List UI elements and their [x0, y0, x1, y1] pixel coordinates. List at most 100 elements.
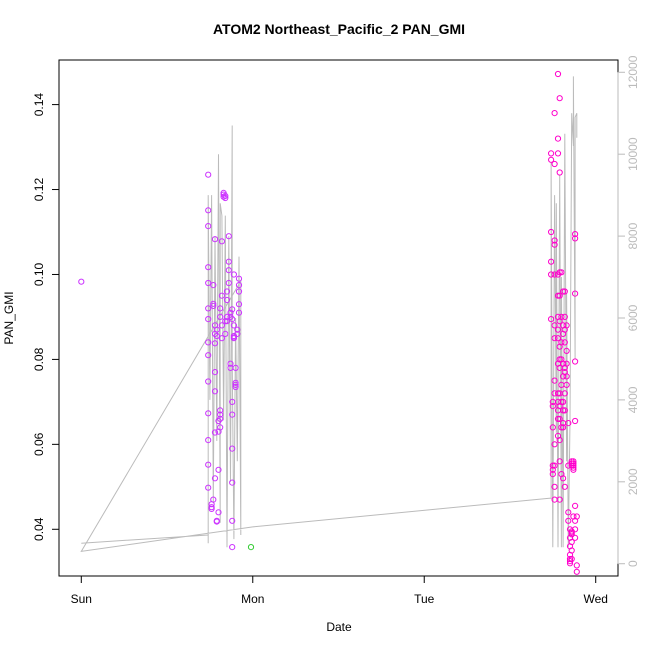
- y2-tick-label: 12000: [626, 55, 640, 89]
- data-point: [232, 381, 239, 388]
- data-point: [205, 339, 212, 346]
- data-point: [213, 326, 220, 333]
- data-point: [566, 555, 574, 563]
- data-point: [561, 288, 568, 295]
- data-point: [211, 388, 219, 395]
- y2-tick-label: 4000: [626, 386, 640, 413]
- data-point: [205, 437, 212, 444]
- data-point: [551, 483, 558, 490]
- data-point: [558, 313, 565, 320]
- data-point: [211, 236, 219, 243]
- data-point: [556, 169, 563, 176]
- data-point: [554, 292, 562, 299]
- x-tick-label: Tue: [414, 592, 435, 606]
- data-point: [551, 160, 558, 168]
- data-point: [225, 267, 232, 274]
- data-point: [229, 445, 236, 452]
- data-point: [218, 322, 225, 329]
- data-point: [572, 358, 579, 365]
- chart-title: ATOM2 Northeast_Pacific_2 PAN_GMI: [213, 21, 465, 37]
- data-point: [225, 279, 232, 287]
- x-axis-label: Date: [326, 620, 352, 634]
- data-point: [218, 335, 225, 342]
- data-point: [229, 517, 236, 524]
- data-point: [554, 415, 562, 422]
- data-point: [556, 437, 563, 444]
- data-point: [556, 415, 563, 422]
- data-point: [556, 292, 563, 299]
- data-point: [217, 305, 224, 312]
- data-point: [235, 301, 243, 308]
- y2-tick-label: 10000: [626, 137, 640, 171]
- data-point: [563, 360, 570, 367]
- data-point: [572, 534, 579, 541]
- data-point: [217, 415, 224, 422]
- data-point: [218, 292, 225, 299]
- data-point: [549, 462, 556, 469]
- data-point: [208, 505, 215, 512]
- data-point: [560, 288, 567, 295]
- data-point: [556, 458, 563, 465]
- data-point: [548, 150, 555, 157]
- data-point: [563, 381, 570, 388]
- data-point: [217, 407, 224, 414]
- data-point: [560, 475, 567, 482]
- data-point: [572, 526, 579, 533]
- data-point: [205, 484, 212, 491]
- data-point: [554, 150, 562, 157]
- y-axis-left: 0.04 0.06 0.08 0.10 0.12 0.14: [32, 93, 60, 541]
- data-point: [551, 335, 558, 342]
- x-axis: Sun Mon Tue Wed: [71, 575, 608, 606]
- data-point: [560, 398, 567, 405]
- y-tick-label: 0.10: [32, 262, 46, 286]
- points-layer: [78, 70, 580, 575]
- y2-tick-label: 2000: [626, 468, 640, 495]
- data-point: [223, 313, 231, 320]
- data-point: [217, 313, 224, 320]
- data-point: [215, 466, 222, 473]
- data-point: [563, 322, 570, 329]
- data-point: [210, 496, 217, 503]
- data-point: [205, 223, 212, 230]
- data-point: [223, 288, 231, 295]
- data-point: [210, 300, 217, 307]
- data-point: [229, 398, 236, 405]
- data-point: [548, 316, 555, 323]
- x-tick-label: Sun: [71, 592, 92, 606]
- data-point: [561, 339, 568, 346]
- data-point: [232, 383, 239, 391]
- data-point: [549, 471, 556, 478]
- data-point: [211, 340, 219, 347]
- data-point: [217, 411, 224, 418]
- data-point: [548, 258, 555, 265]
- data-point: [556, 496, 563, 503]
- y-axis-right: 0 2000 4000 6000 8000 10000 12000: [617, 55, 640, 567]
- data-point: [551, 462, 558, 469]
- data-point: [560, 407, 567, 414]
- data-point: [235, 309, 243, 316]
- y-tick-label: 0.04: [32, 517, 46, 541]
- y-tick-label: 0.12: [32, 178, 46, 202]
- data-point: [568, 529, 575, 536]
- data-point: [565, 420, 572, 427]
- data-point: [556, 356, 563, 363]
- data-point: [570, 464, 577, 471]
- altitude-line: [80, 76, 578, 553]
- data-point: [211, 475, 219, 482]
- data-point: [205, 279, 212, 287]
- data-point: [563, 373, 570, 380]
- data-point: [235, 282, 243, 289]
- data-point: [217, 424, 224, 431]
- data-point: [225, 233, 232, 240]
- data-point: [213, 518, 220, 525]
- data-point: [205, 264, 212, 271]
- data-point: [205, 316, 212, 323]
- data-point: [208, 504, 215, 511]
- y2-tick-label: 0: [626, 560, 640, 567]
- data-point: [573, 568, 580, 575]
- data-point: [205, 378, 212, 385]
- data-point: [230, 322, 237, 329]
- data-point: [554, 335, 562, 342]
- data-point: [572, 502, 579, 509]
